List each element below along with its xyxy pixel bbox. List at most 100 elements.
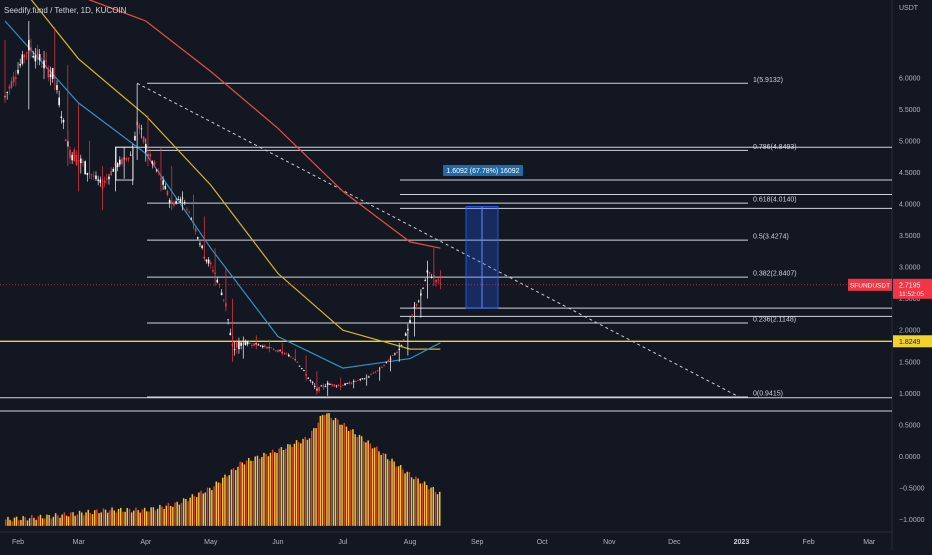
symbol-tag: [848, 278, 892, 291]
histogram-bar: [176, 501, 178, 526]
histogram-bar: [261, 457, 263, 526]
candle-body: [93, 175, 95, 177]
candle-body: [75, 155, 78, 165]
countdown-label: 11:52:05: [899, 291, 924, 298]
candle-body: [300, 368, 303, 369]
histogram-bar: [308, 438, 311, 526]
histogram-bar: [137, 510, 139, 526]
histogram-bar: [432, 487, 434, 526]
histogram-bar: [228, 475, 230, 526]
candle-body: [396, 352, 398, 353]
candle-body: [168, 200, 171, 203]
candle-body: [199, 243, 201, 245]
candle-body: [290, 356, 292, 358]
candle-body: [348, 382, 351, 385]
histogram-bar: [174, 502, 176, 526]
histogram-bar: [215, 481, 217, 526]
candle-body: [58, 97, 60, 106]
time-tick-label: Feb: [803, 539, 815, 546]
histogram-bar: [337, 419, 339, 526]
candle-body: [62, 119, 65, 123]
histogram-bar: [150, 507, 152, 526]
histogram-bar: [67, 516, 70, 526]
histogram-bar: [258, 458, 261, 526]
histogram-bar: [209, 487, 211, 526]
histogram-bar: [107, 512, 109, 526]
candle-body: [10, 81, 13, 88]
histogram-bar: [278, 448, 280, 526]
histogram-bar: [363, 441, 365, 526]
candle-body: [240, 342, 242, 346]
histogram-bar: [276, 453, 278, 526]
candle-body: [38, 54, 41, 61]
histogram-bar: [354, 434, 356, 526]
price-tick-label: 5.5000: [899, 107, 921, 114]
histogram-bar: [182, 498, 185, 526]
histogram-bar: [78, 510, 81, 526]
histogram-bar: [341, 424, 343, 526]
histogram-bar: [410, 477, 413, 526]
candle-body: [428, 272, 431, 274]
histogram-bar: [313, 428, 315, 526]
candle-body: [394, 353, 396, 355]
histogram-bar: [26, 520, 29, 526]
candle-body: [49, 74, 52, 78]
histogram-bar: [352, 429, 354, 526]
histogram-bar: [415, 476, 417, 526]
time-tick-label: Jul: [338, 539, 347, 546]
histogram-bar: [373, 447, 376, 526]
time-tick-label: Oct: [537, 539, 548, 546]
histogram-bar: [436, 494, 439, 526]
candle-body: [313, 385, 316, 387]
candle-body: [374, 371, 377, 373]
histogram-bar: [65, 515, 68, 526]
candle-body: [186, 208, 188, 210]
candle-body: [259, 345, 262, 347]
histogram-bar: [311, 430, 313, 526]
candle-body: [318, 386, 320, 391]
histogram-bar: [76, 514, 79, 526]
histogram-bar: [248, 458, 250, 526]
candle-body: [277, 349, 279, 352]
last-price-label: 2.7195: [899, 282, 921, 289]
histogram-bar: [399, 465, 402, 526]
candle-body: [43, 60, 45, 69]
histogram-bar: [254, 456, 256, 526]
candle-body: [246, 341, 249, 345]
histogram-bar: [376, 446, 378, 526]
candle-body: [411, 314, 414, 316]
candle-body: [151, 161, 154, 164]
price-tick-label: −1.0000: [899, 517, 925, 524]
price-tick-label: −0.5000: [899, 485, 925, 492]
histogram-bar: [393, 461, 395, 526]
candle-body: [285, 353, 288, 355]
candle-body: [244, 341, 247, 346]
time-tick-label: Dec: [668, 539, 681, 546]
candle-body: [227, 319, 229, 321]
histogram-bar: [330, 418, 332, 526]
histogram-bar: [85, 512, 87, 526]
price-tick-label: 0.0000: [899, 454, 921, 461]
histogram-bar: [5, 519, 7, 526]
histogram-bar: [24, 517, 26, 526]
candle-body: [73, 149, 76, 162]
candle-body: [110, 171, 112, 176]
candle-body: [309, 380, 312, 381]
time-tick-label: Aug: [404, 539, 417, 546]
histogram-bar: [428, 489, 430, 526]
price-tick-label: 1.5000: [899, 359, 921, 366]
support-price-label: 1.8249: [899, 339, 921, 346]
candle-body: [205, 259, 208, 262]
histogram-bar: [350, 429, 352, 526]
moving-average-line: [88, 0, 441, 249]
candle-body: [233, 349, 236, 351]
time-tick-label: Mar: [73, 539, 86, 546]
candle-body: [179, 199, 182, 203]
candle-body: [149, 153, 151, 157]
histogram-bar: [22, 516, 24, 526]
histogram-bar: [404, 473, 406, 526]
candle-body: [80, 158, 82, 164]
histogram-bar: [172, 506, 174, 526]
